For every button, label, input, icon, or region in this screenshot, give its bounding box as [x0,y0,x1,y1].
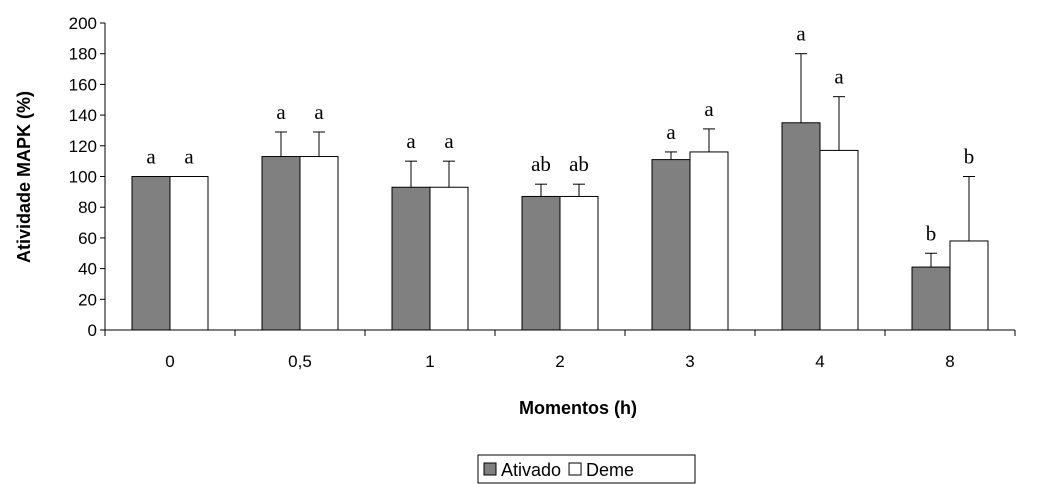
bar-ativado [521,195,561,331]
plot-area: 0 20 40 60 80 100 120 140 160 180 200 0 0,5 1 2 3 4 8 a a a a… [69,14,1016,371]
significance-label: a [444,129,454,153]
significance-label: a [146,145,156,169]
bar-deme [819,149,859,331]
legend-label: Ativado [501,460,561,480]
significance-label: a [666,120,676,144]
legend-box [477,454,696,484]
significance-label: a [796,22,806,46]
x-tick-label: 8 [945,352,954,371]
significance-label: b [926,221,937,245]
bar-deme [299,156,339,331]
bar-ativado [651,159,691,331]
y-tick-label: 160 [69,75,97,94]
y-tick-label: 100 [69,168,97,187]
y-tick-label: 0 [88,321,97,340]
bar-deme [559,195,599,331]
x-tick-label: 3 [685,352,694,371]
bar-ativado [131,176,171,331]
bar-ativado [781,122,821,331]
y-tick-label: 140 [69,106,97,125]
y-tick-label: 180 [69,45,97,64]
significance-label: a [184,145,194,169]
legend-swatch [568,462,582,476]
x-tick-label: 0,5 [288,352,312,371]
significance-label: a [704,97,714,121]
significance-label: a [276,100,286,124]
significance-label: a [406,129,416,153]
legend-label: Deme [586,460,634,480]
bar-deme [689,151,729,331]
bar-ativado [261,156,301,331]
significance-label: a [314,100,324,124]
legend: Ativado Deme [477,454,696,484]
x-tick-label: 0 [165,352,174,371]
y-tick-label: 60 [78,229,97,248]
significance-label: ab [569,152,589,176]
bar-deme [429,186,469,331]
x-tick-label: 2 [555,352,564,371]
legend-swatch [483,462,497,476]
y-tick-label: 120 [69,137,97,156]
y-tick-label: 20 [78,290,97,309]
bar-ativado [391,186,431,331]
bar-deme [949,240,989,331]
y-tick-label: 200 [69,14,97,33]
bar-deme [169,176,209,331]
y-tick-label: 40 [78,260,97,279]
significance-label: a [834,65,844,89]
x-axis-title: Momentos (h) [519,398,637,418]
x-tick-label: 1 [425,352,434,371]
bar-ativado [911,266,951,331]
significance-label: b [964,145,975,169]
y-tick-label: 80 [78,198,97,217]
significance-label: ab [531,152,551,176]
y-axis-title: Atividade MAPK (%) [14,91,34,263]
x-tick-label: 4 [815,352,824,371]
